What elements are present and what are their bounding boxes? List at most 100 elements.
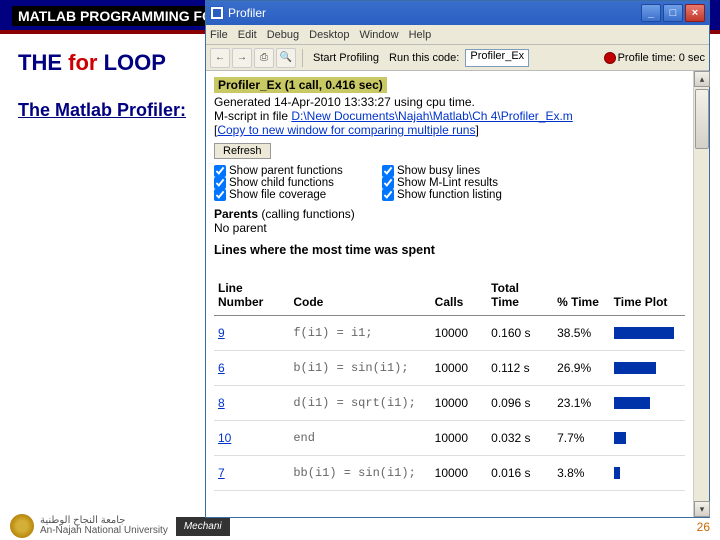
back-button[interactable]: ← (210, 48, 230, 68)
time-bar (614, 327, 674, 339)
time-plot-cell (610, 456, 685, 491)
table-cell: 26.9% (553, 351, 610, 386)
footer-chip: Mechani (176, 517, 230, 536)
menu-window[interactable]: Window (359, 29, 398, 41)
table-cell: bb(i1) = sin(i1); (289, 456, 430, 491)
app-icon (210, 6, 224, 20)
scroll-down-button[interactable]: ▾ (694, 501, 710, 517)
maximize-button[interactable]: □ (663, 4, 683, 22)
checkbox-input[interactable] (382, 165, 394, 177)
heading-pre: THE (18, 50, 68, 75)
slide-subheading: The Matlab Profiler: (18, 100, 186, 121)
slide: MATLAB PROGRAMMING FO THE for LOOP The M… (0, 0, 720, 540)
table-cell: 0.016 s (487, 456, 553, 491)
heading-keyword: for (68, 50, 97, 75)
time-bar (614, 432, 626, 444)
close-button[interactable]: × (685, 4, 705, 22)
table-header: Code (289, 275, 430, 316)
checkbox-5[interactable]: Show function listing (382, 189, 532, 201)
record-icon (604, 52, 616, 64)
checkbox-0[interactable]: Show parent functions (214, 165, 364, 177)
table-row: 6b(i1) = sin(i1);100000.112 s26.9% (214, 351, 685, 386)
line-number-link[interactable]: 9 (218, 326, 225, 340)
page-number: 26 (697, 520, 710, 534)
profile-table: Line NumberCodeCallsTotal Time% TimeTime… (214, 275, 685, 491)
checkbox-input[interactable] (214, 165, 226, 177)
checkbox-label: Show parent functions (229, 165, 343, 177)
checkbox-input[interactable] (214, 177, 226, 189)
print-icon[interactable]: ⎙ (254, 48, 274, 68)
titlebar[interactable]: Profiler _ □ × (206, 1, 709, 25)
slide-heading: THE for LOOP (18, 50, 166, 76)
band-label: MATLAB PROGRAMMING FO (12, 6, 219, 26)
time-bar (614, 467, 620, 479)
time-plot-cell (610, 351, 685, 386)
refresh-row: Refresh (214, 143, 685, 159)
content-area: Profiler_Ex (1 call, 0.416 sec) Generate… (206, 71, 709, 517)
table-cell: 0.032 s (487, 421, 553, 456)
line-number-cell: 9 (214, 316, 289, 351)
scroll-thumb[interactable] (695, 89, 709, 149)
line-number-link[interactable]: 7 (218, 466, 225, 480)
mscript-line: M-script in file D:\New Documents\Najah\… (214, 109, 685, 123)
table-row: 10end100000.032 s7.7% (214, 421, 685, 456)
mscript-link[interactable]: D:\New Documents\Najah\Matlab\Ch 4\Profi… (291, 109, 572, 123)
table-row: 9f(i1) = i1;100000.160 s38.5% (214, 316, 685, 351)
copy-link[interactable]: Copy to new window for comparing multipl… (217, 123, 475, 137)
profiler-pane: Profiler_Ex (1 call, 0.416 sec) Generate… (206, 71, 693, 517)
menu-file[interactable]: File (210, 29, 228, 41)
lines-heading: Lines where the most time was spent (214, 243, 685, 257)
menubar: File Edit Debug Desktop Window Help (206, 25, 709, 45)
table-header: Total Time (487, 275, 553, 316)
minimize-button[interactable]: _ (641, 4, 661, 22)
line-number-link[interactable]: 6 (218, 361, 225, 375)
line-number-cell: 7 (214, 456, 289, 491)
table-cell: 38.5% (553, 316, 610, 351)
scroll-up-button[interactable]: ▴ (694, 71, 710, 87)
refresh-button[interactable]: Refresh (214, 143, 271, 159)
separator (302, 49, 303, 67)
checkbox-input[interactable] (382, 177, 394, 189)
parents-heading: Parents (214, 207, 258, 221)
menu-edit[interactable]: Edit (238, 29, 257, 41)
checkbox-3[interactable]: Show M-Lint results (382, 177, 532, 189)
table-cell: b(i1) = sin(i1); (289, 351, 430, 386)
checkbox-label: Show function listing (397, 189, 502, 201)
profiler-window: Profiler _ □ × File Edit Debug Desktop W… (205, 0, 710, 518)
table-cell: 0.112 s (487, 351, 553, 386)
generated-line: Generated 14-Apr-2010 13:33:27 using cpu… (214, 95, 685, 109)
start-profiling-link[interactable]: Start Profiling (309, 52, 383, 64)
checkbox-label: Show child functions (229, 177, 334, 189)
toolbar: ← → ⎙ 🔍 Start Profiling Run this code: P… (206, 45, 709, 71)
checkbox-1[interactable]: Show busy lines (382, 165, 532, 177)
line-number-link[interactable]: 8 (218, 396, 225, 410)
line-number-link[interactable]: 10 (218, 431, 231, 445)
window-title: Profiler (228, 6, 639, 20)
menu-help[interactable]: Help (409, 29, 432, 41)
checkbox-input[interactable] (214, 189, 226, 201)
heading-post: LOOP (97, 50, 165, 75)
table-cell: 7.7% (553, 421, 610, 456)
checkbox-4[interactable]: Show file coverage (214, 189, 364, 201)
table-cell: 10000 (431, 386, 488, 421)
checkbox-label: Show busy lines (397, 165, 480, 177)
vertical-scrollbar[interactable]: ▴ ▾ (693, 71, 709, 517)
checkbox-2[interactable]: Show child functions (214, 177, 364, 189)
mscript-pre: M-script in file (214, 109, 291, 123)
table-header: % Time (553, 275, 610, 316)
menu-desktop[interactable]: Desktop (309, 29, 349, 41)
find-icon[interactable]: 🔍 (276, 48, 296, 68)
time-plot-cell (610, 386, 685, 421)
forward-button[interactable]: → (232, 48, 252, 68)
run-code-field[interactable]: Profiler_Ex (465, 49, 529, 67)
table-cell: 0.096 s (487, 386, 553, 421)
checkbox-label: Show file coverage (229, 189, 326, 201)
table-header-row: Line NumberCodeCallsTotal Time% TimeTime… (214, 275, 685, 316)
table-cell: 23.1% (553, 386, 610, 421)
function-title: Profiler_Ex (1 call, 0.416 sec) (214, 77, 387, 93)
university-name: جامعة النجاح الوطنية An-Najah National U… (40, 516, 168, 536)
checkbox-input[interactable] (382, 189, 394, 201)
copy-line: [Copy to new window for comparing multip… (214, 123, 685, 137)
menu-debug[interactable]: Debug (267, 29, 299, 41)
table-cell: 10000 (431, 421, 488, 456)
